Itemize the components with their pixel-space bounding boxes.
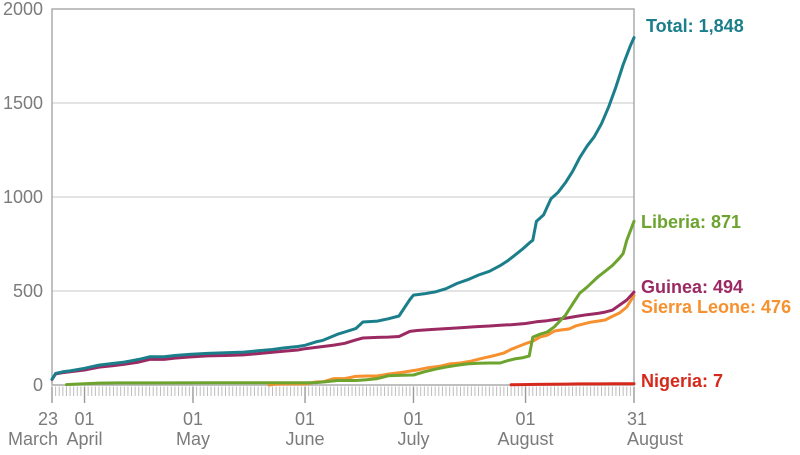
x-tick-label-month: July — [397, 429, 429, 449]
x-tick-label-month: August — [627, 429, 683, 449]
x-tick-label-day: 01 — [295, 409, 315, 429]
x-tick-label-month: March — [8, 429, 58, 449]
x-tick-label-day: 01 — [516, 409, 536, 429]
series-label-guinea: Guinea: 494 — [641, 277, 744, 297]
series-label-nigeria: Nigeria: 7 — [641, 371, 724, 391]
x-tick-label-day: 01 — [183, 409, 203, 429]
y-tick-label: 2000 — [3, 0, 43, 19]
y-tick-label: 500 — [13, 281, 43, 301]
series-label-sierra-leone: Sierra Leone: 476 — [641, 297, 792, 317]
y-tick-label: 0 — [33, 375, 43, 395]
x-tick-label-month: April — [67, 429, 103, 449]
series-line-total — [50, 36, 636, 381]
x-tick-label-month: August — [498, 429, 554, 449]
series-line-liberia — [65, 219, 636, 387]
x-tick-label-day: 31 — [627, 409, 647, 429]
series-line-nigeria — [509, 382, 636, 387]
series-label-liberia: Liberia: 871 — [641, 212, 742, 232]
x-tick-label-day: 23 — [38, 409, 58, 429]
series-line-sierra-leone — [267, 294, 636, 387]
series-label-total: Total: 1,848 — [646, 16, 744, 36]
x-tick-label-day: 01 — [403, 409, 423, 429]
x-tick-label-month: June — [286, 429, 325, 449]
x-tick-label-month: May — [176, 429, 210, 449]
y-tick-label: 1000 — [3, 187, 43, 207]
x-tick-label-day: 01 — [75, 409, 95, 429]
y-tick-label: 1500 — [3, 93, 43, 113]
series-line-guinea — [50, 290, 636, 381]
plot-border — [51, 8, 635, 386]
